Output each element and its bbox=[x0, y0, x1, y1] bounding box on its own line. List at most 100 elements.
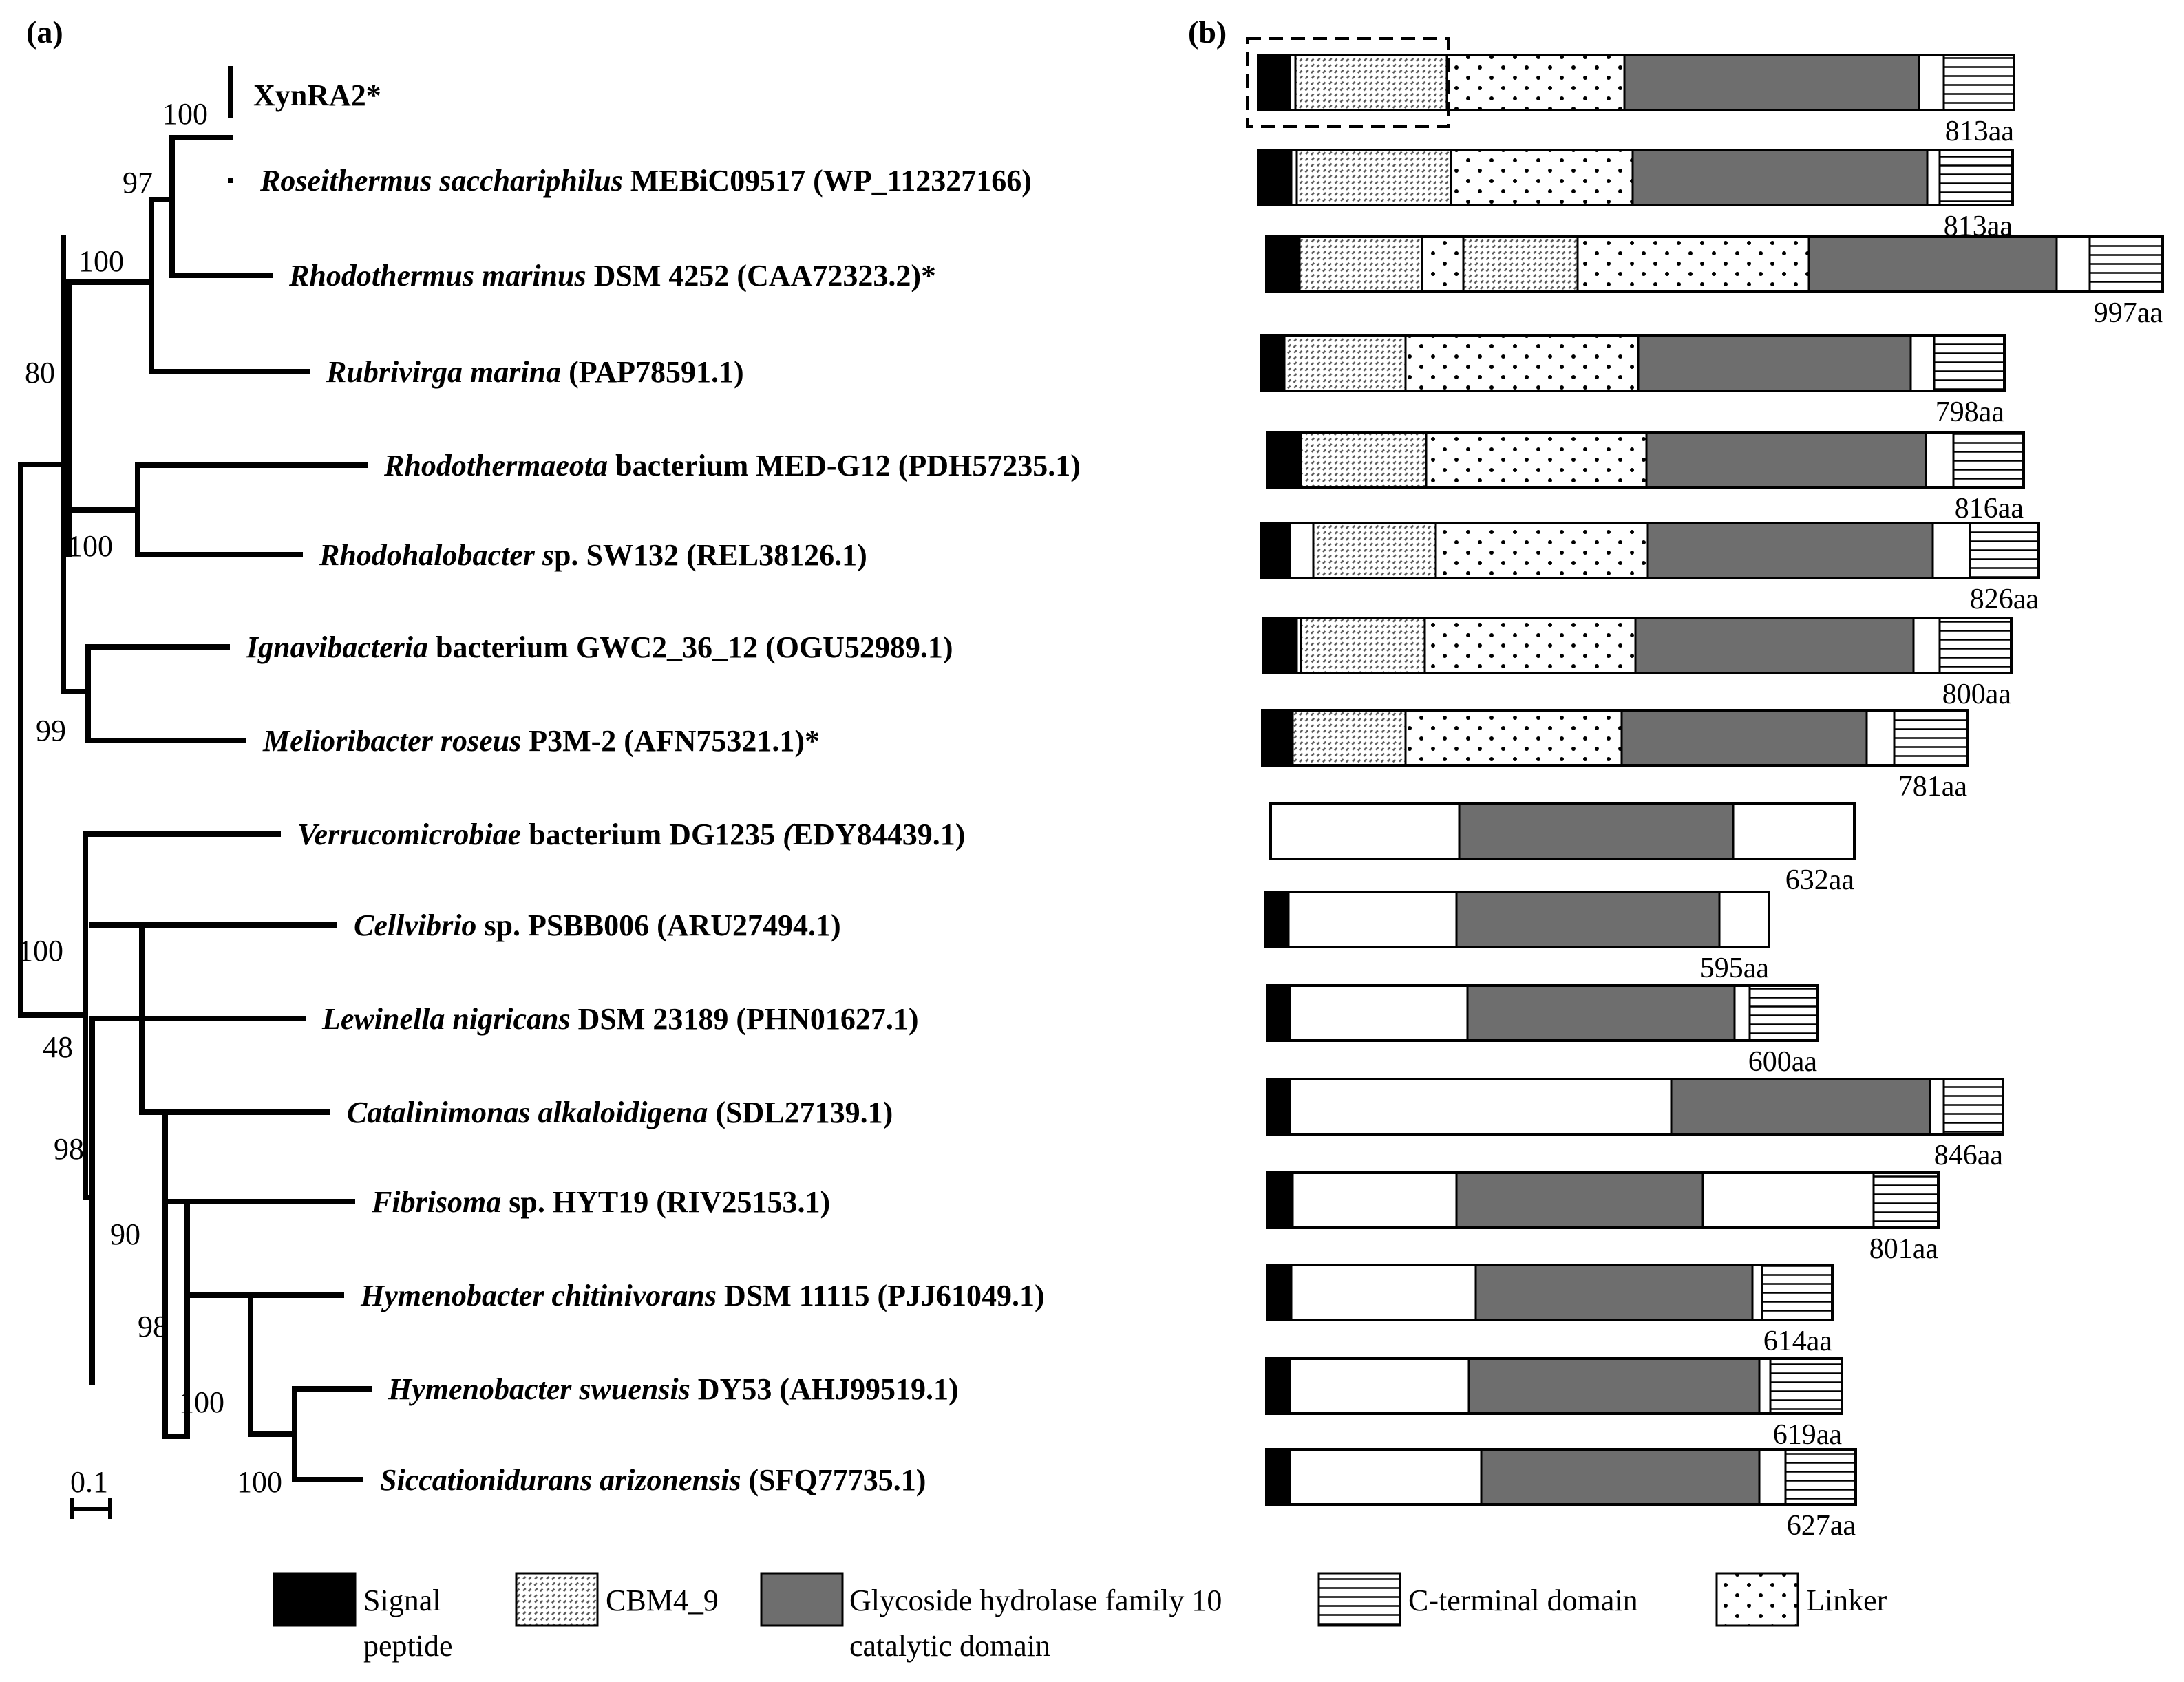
domain-segment-blank bbox=[1289, 1078, 1673, 1136]
domain-bar-outline bbox=[1266, 984, 1819, 1042]
taxon-text: DY53 (AHJ99519.1) bbox=[690, 1372, 959, 1406]
taxon-text: sp. HYT19 (RIV25153.1) bbox=[501, 1185, 830, 1219]
domain-segment-cterm bbox=[1942, 1078, 2004, 1136]
taxon-text: DSM 23189 (PHN01627.1) bbox=[571, 1002, 919, 1036]
taxon-genus-italic: Melioribacter roseus bbox=[262, 724, 521, 758]
domain-segment-signal bbox=[1266, 1078, 1291, 1136]
domain-segment-signal bbox=[1265, 1357, 1291, 1415]
domain-bar-outline bbox=[1266, 1078, 2004, 1136]
domain-segment-linker bbox=[1423, 617, 1637, 674]
taxon-text: MEBiC09517 (WP_112327166) bbox=[623, 164, 1032, 198]
domain-segment-linker bbox=[1421, 235, 1465, 293]
domain-segment-catalytic bbox=[1623, 54, 1920, 111]
taxon-label: Cellvibrio sp. PSBB006 (ARU27494.1) bbox=[354, 908, 841, 942]
domain-segment-blank bbox=[1287, 891, 1458, 948]
taxon-label: Roseithermus saccharіphilus MEBiC09517 (… bbox=[259, 164, 1032, 198]
bootstrap-value: 97 bbox=[123, 166, 153, 200]
domain-segment-blank bbox=[1758, 1448, 1787, 1506]
domain-segment-catalytic bbox=[1467, 1357, 1761, 1415]
legend-item-linker: Linker bbox=[1715, 1572, 1887, 1627]
domain-segment-blank bbox=[1269, 802, 1461, 860]
domain-segment-catalytic bbox=[1480, 1448, 1761, 1506]
domain-segment-catalytic bbox=[1458, 802, 1735, 860]
domain-bar: 997aa bbox=[1265, 235, 2164, 329]
domain-segment-linker bbox=[1404, 709, 1623, 767]
bootstrap-value: 100 bbox=[78, 244, 124, 278]
domain-segment-blank bbox=[2055, 235, 2091, 293]
taxon-text: DSM 11115 (PJJ61049.1) bbox=[717, 1279, 1045, 1312]
domain-segment-signal bbox=[1260, 334, 1286, 392]
domain-segment-signal bbox=[1261, 709, 1294, 767]
domain-segment-cterm bbox=[1952, 431, 2025, 489]
domain-segment-catalytic bbox=[1455, 1171, 1704, 1229]
taxon-genus-italic: Verrucomicrobiae bbox=[297, 818, 521, 851]
taxon-genus-italic: ( bbox=[783, 818, 795, 851]
taxon-label: Ignavibacteria bacterium GWC2_36_12 (OGU… bbox=[246, 630, 953, 664]
domain-bar: 813aa bbox=[1257, 54, 2015, 147]
domain-bar: 800aa bbox=[1262, 617, 2013, 710]
taxon-label: Rhodohalobacter sp. SW132 (REL38126.1) bbox=[319, 538, 867, 572]
domain-segment-signal bbox=[1266, 431, 1302, 489]
domain-segment-linker bbox=[1576, 235, 1810, 293]
taxon-label: Catalinimonas alkaloidigena (SDL27139.1) bbox=[347, 1096, 893, 1129]
panel-label-a: (a) bbox=[26, 14, 63, 50]
taxon-genus-italic: Cellvibrio bbox=[354, 908, 476, 942]
bootstrap-values: 100 97 100 80 100 99 100 48 98 90 98 100 100 bbox=[18, 97, 282, 1499]
legend-label: Linker bbox=[1806, 1584, 1887, 1617]
domain-bar: 781aa bbox=[1261, 709, 1969, 802]
taxon-text: p. SW132 (REL38126.1) bbox=[554, 538, 867, 572]
domain-segment-catalytic bbox=[1466, 984, 1736, 1042]
protein-length-label: 826aa bbox=[1970, 584, 2039, 615]
domain-segment-blank bbox=[1931, 522, 1971, 579]
taxon-text: bacterium DG1235 bbox=[521, 818, 783, 851]
domain-segment-cbm bbox=[1291, 709, 1407, 767]
taxon-genus-italic: Ignavibacteria bbox=[246, 630, 428, 664]
domain-segment-catalytic bbox=[1807, 235, 2058, 293]
highlight-box bbox=[1246, 37, 1450, 128]
taxon-text: (SDL27139.1) bbox=[708, 1096, 893, 1129]
protein-length-label: 813aa bbox=[1945, 116, 2015, 147]
domain-segment-cterm bbox=[1938, 617, 2013, 674]
taxon-genus-italic: Siccationidurans arizonensis bbox=[380, 1463, 741, 1497]
domain-bar: 619aa bbox=[1265, 1357, 1843, 1451]
domain-bar: 632aa bbox=[1269, 802, 1856, 896]
domain-segment-signal bbox=[1265, 1448, 1291, 1506]
domain-segment-catalytic bbox=[1646, 522, 1934, 579]
domain-bar: 798aa bbox=[1260, 334, 2006, 428]
domain-bar-outline bbox=[1269, 802, 1856, 860]
protein-length-label: 627aa bbox=[1787, 1510, 1856, 1542]
domain-segment-cterm bbox=[1784, 1448, 1857, 1506]
protein-length-label: 846aa bbox=[1934, 1140, 2004, 1171]
taxon-label: Rhodothermus marinus DSM 4252 (CAA72323.… bbox=[288, 259, 936, 292]
domain-segment-signal bbox=[1264, 891, 1290, 948]
taxon-text: (SFQ77735.1) bbox=[741, 1463, 926, 1497]
bootstrap-value: 98 bbox=[54, 1132, 84, 1166]
taxon-label: Melioribacter roseus P3M-2 (AFN75321.1)* bbox=[262, 724, 820, 758]
bootstrap-value: 100 bbox=[162, 97, 208, 131]
taxon-text: P3M-2 (AFN75321.1)* bbox=[521, 724, 820, 758]
domain-segment-blank bbox=[1918, 54, 1945, 111]
domain-bar-outline bbox=[1266, 1264, 1834, 1321]
legend-swatch bbox=[1317, 1572, 1401, 1627]
domain-segment-cterm bbox=[1933, 334, 2006, 392]
taxon-genus-italic: Rhodothermaeota bbox=[383, 449, 608, 482]
protein-length-label: 600aa bbox=[1748, 1046, 1818, 1078]
protein-length-label: 619aa bbox=[1773, 1419, 1843, 1451]
bootstrap-value: 98 bbox=[138, 1310, 168, 1343]
taxon-genus-italic: Catalinimonas alkaloidigena bbox=[347, 1096, 708, 1129]
domain-segment-linker bbox=[1425, 431, 1648, 489]
phylogenetic-tree bbox=[18, 66, 372, 1482]
domain-bar-outline bbox=[1265, 235, 2164, 293]
domain-bar-outline bbox=[1260, 522, 2040, 579]
legend-label: Glycoside hydrolase family 10 bbox=[849, 1584, 1222, 1617]
domain-segment-blank bbox=[1925, 431, 1955, 489]
taxon-label: Lewinella nigricans DSM 23189 (PHN01627.… bbox=[321, 1002, 919, 1036]
domain-bar-outline bbox=[1257, 54, 2015, 111]
domain-segment-blank bbox=[1290, 1264, 1477, 1321]
taxon-label: XynRA2* bbox=[253, 78, 381, 112]
legend-item-catalytic: Glycoside hydrolase family 10 catalytic d… bbox=[760, 1572, 1222, 1663]
domain-segment-blank bbox=[1701, 1171, 1875, 1229]
domain-bar: 614aa bbox=[1266, 1264, 1834, 1357]
domain-segment-cterm bbox=[1969, 522, 2040, 579]
